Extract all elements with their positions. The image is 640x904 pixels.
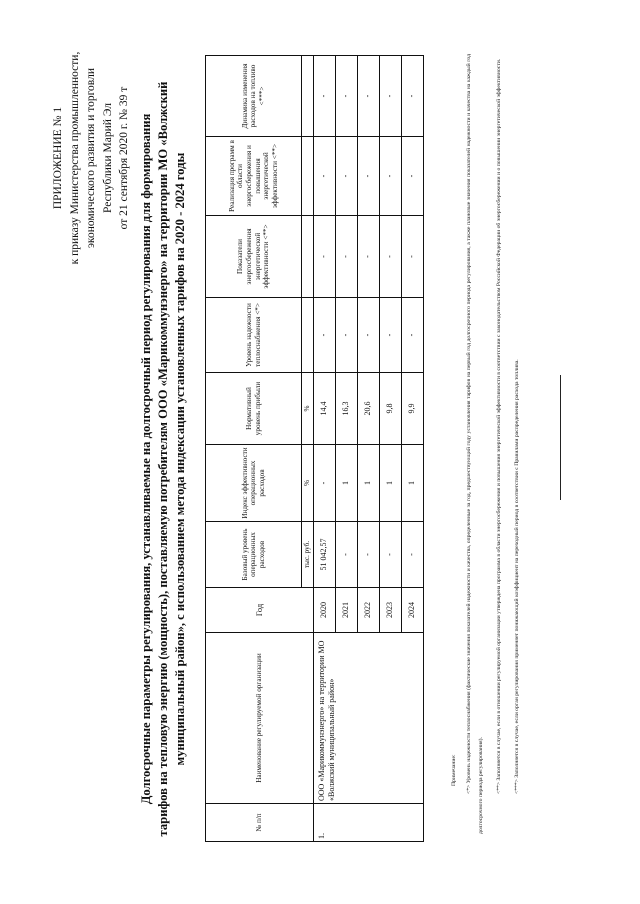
col-header-year: Год xyxy=(205,587,314,633)
col-header-indicators: Показатели энергосбережения энергетическ… xyxy=(205,215,302,298)
indicators-cell: - xyxy=(401,215,424,298)
title-line: муниципальный район», с использованием м… xyxy=(173,152,187,766)
notes-heading: Примечание: xyxy=(451,754,457,786)
col-header-number: № п/п xyxy=(205,803,314,842)
document-title: Долгосрочные параметры регулирования, ус… xyxy=(138,34,189,884)
fuel-cell: - xyxy=(379,55,402,137)
base-cell: - xyxy=(335,521,358,588)
programs-cell: - xyxy=(357,136,380,216)
fuel-cell: - xyxy=(357,55,380,137)
year-cell: 2023 xyxy=(379,587,402,633)
header-line: экономического развития и торговли xyxy=(85,68,97,248)
row-number: 1. xyxy=(313,803,424,842)
unit-cell xyxy=(301,215,314,298)
unit-cell xyxy=(301,55,314,137)
fuel-cell: - xyxy=(335,55,358,137)
title-line: Долгосрочные параметры регулирования, ус… xyxy=(139,113,153,805)
unit-cell: % xyxy=(301,372,314,445)
footnote: <**> Заполняется в случае, если в отноше… xyxy=(496,58,502,794)
organization-name: ООО «Марикоммунэнерго» на территории МО … xyxy=(313,632,424,804)
table-row: 1. ООО «Марикоммунэнерго» на территории … xyxy=(313,55,424,842)
parameters-table: № п/п Наименование регулируемой организа… xyxy=(205,55,424,842)
year-cell: 2022 xyxy=(357,587,380,633)
reliability-cell: - xyxy=(335,297,358,373)
header-line: ПРИЛОЖЕНИЕ № 1 xyxy=(52,106,64,210)
indicators-cell: - xyxy=(313,215,336,298)
footnote: <*> Уровень надежности теплоснабжения (ф… xyxy=(466,54,484,834)
base-cell: - xyxy=(401,521,424,588)
col-header-profit: Нормативный уровень прибыли xyxy=(205,372,302,445)
programs-cell: - xyxy=(313,136,336,216)
header-line: Республики Марий Эл xyxy=(101,103,114,214)
index-cell: - xyxy=(313,444,336,522)
profit-cell: 16,3 xyxy=(335,372,358,445)
profit-cell: 20,6 xyxy=(357,372,380,445)
indicators-cell: - xyxy=(335,215,358,298)
index-cell: 1 xyxy=(335,444,358,522)
profit-cell: 14,4 xyxy=(313,372,336,445)
reliability-cell: - xyxy=(401,297,424,373)
title-line: тарифов на тепловую энергию (мощность), … xyxy=(156,81,170,837)
fuel-cell: - xyxy=(313,55,336,137)
unit-cell xyxy=(301,136,314,216)
col-header-efficiency-index: Индекс эффективности операционных расход… xyxy=(205,444,302,522)
reliability-cell: - xyxy=(379,297,402,373)
profit-cell: 9,9 xyxy=(401,372,424,445)
base-cell: 51 042,57 xyxy=(313,521,336,588)
year-cell: 2021 xyxy=(335,587,358,633)
index-cell: 1 xyxy=(379,444,402,522)
col-header-reliability: Уровень надежности теплоснабжения <*> xyxy=(205,297,302,373)
col-header-programs: Реализация программ в области энергосбер… xyxy=(205,136,302,216)
unit-cell: тыс. руб. xyxy=(301,521,314,588)
year-cell: 2024 xyxy=(401,587,424,633)
separator-line xyxy=(560,375,561,500)
reliability-cell: - xyxy=(313,297,336,373)
profit-cell: 9,8 xyxy=(379,372,402,445)
programs-cell: - xyxy=(379,136,402,216)
footnotes: Примечание: <*> Уровень надежности тепло… xyxy=(448,54,529,834)
programs-cell: - xyxy=(335,136,358,216)
header-line: от 21 сентября 2020 г. № 39 т xyxy=(118,86,130,230)
reliability-cell: - xyxy=(357,297,380,373)
col-header-base-opex: Базовый уровень операционных расходов xyxy=(205,521,302,588)
footnote: <***> Заполняется в случае, если орган р… xyxy=(514,359,520,794)
index-cell: 1 xyxy=(357,444,380,522)
base-cell: - xyxy=(379,521,402,588)
col-header-organization: Наименование регулируемой организации xyxy=(205,632,314,804)
unit-cell xyxy=(301,297,314,373)
indicators-cell: - xyxy=(357,215,380,298)
table-header-row: № п/п Наименование регулируемой организа… xyxy=(205,55,314,842)
fuel-cell: - xyxy=(401,55,424,137)
col-header-fuel: Динамика изменения расходов на топливо <… xyxy=(205,55,302,137)
indicators-cell: - xyxy=(379,215,402,298)
year-cell: 2020 xyxy=(313,587,336,633)
index-cell: 1 xyxy=(401,444,424,522)
appendix-header: ПРИЛОЖЕНИЕ № 1 к приказу Министерства пр… xyxy=(50,12,133,304)
unit-cell: % xyxy=(301,444,314,522)
programs-cell: - xyxy=(401,136,424,216)
header-line: к приказу Министерства промышленности, xyxy=(68,51,81,265)
base-cell: - xyxy=(357,521,380,588)
